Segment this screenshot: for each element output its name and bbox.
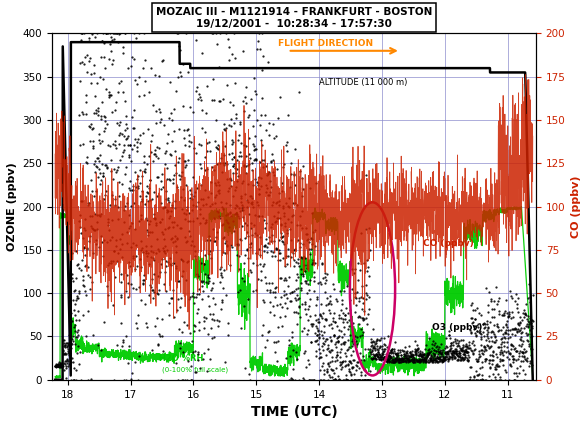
Title: MOZAIC III - M1121914 - FRANKFURT - BOSTON
19/12/2001 -  10:28:34 - 17:57:30: MOZAIC III - M1121914 - FRANKFURT - BOST…: [156, 7, 432, 29]
Text: O3 (ppbv): O3 (ppbv): [432, 322, 483, 331]
Text: FLIGHT DIRECTION: FLIGHT DIRECTION: [278, 39, 373, 48]
Y-axis label: CO (ppbv): CO (ppbv): [571, 176, 581, 238]
Text: H2O %RH: H2O %RH: [159, 354, 203, 363]
X-axis label: TIME (UTC): TIME (UTC): [250, 405, 338, 419]
Y-axis label: OZONE (ppbv): OZONE (ppbv): [7, 162, 17, 251]
Text: CO (ppbv): CO (ppbv): [423, 239, 473, 248]
Text: ALTITUDE (11 000 m): ALTITUDE (11 000 m): [319, 78, 407, 87]
Text: (0-100% full scale): (0-100% full scale): [162, 366, 228, 373]
